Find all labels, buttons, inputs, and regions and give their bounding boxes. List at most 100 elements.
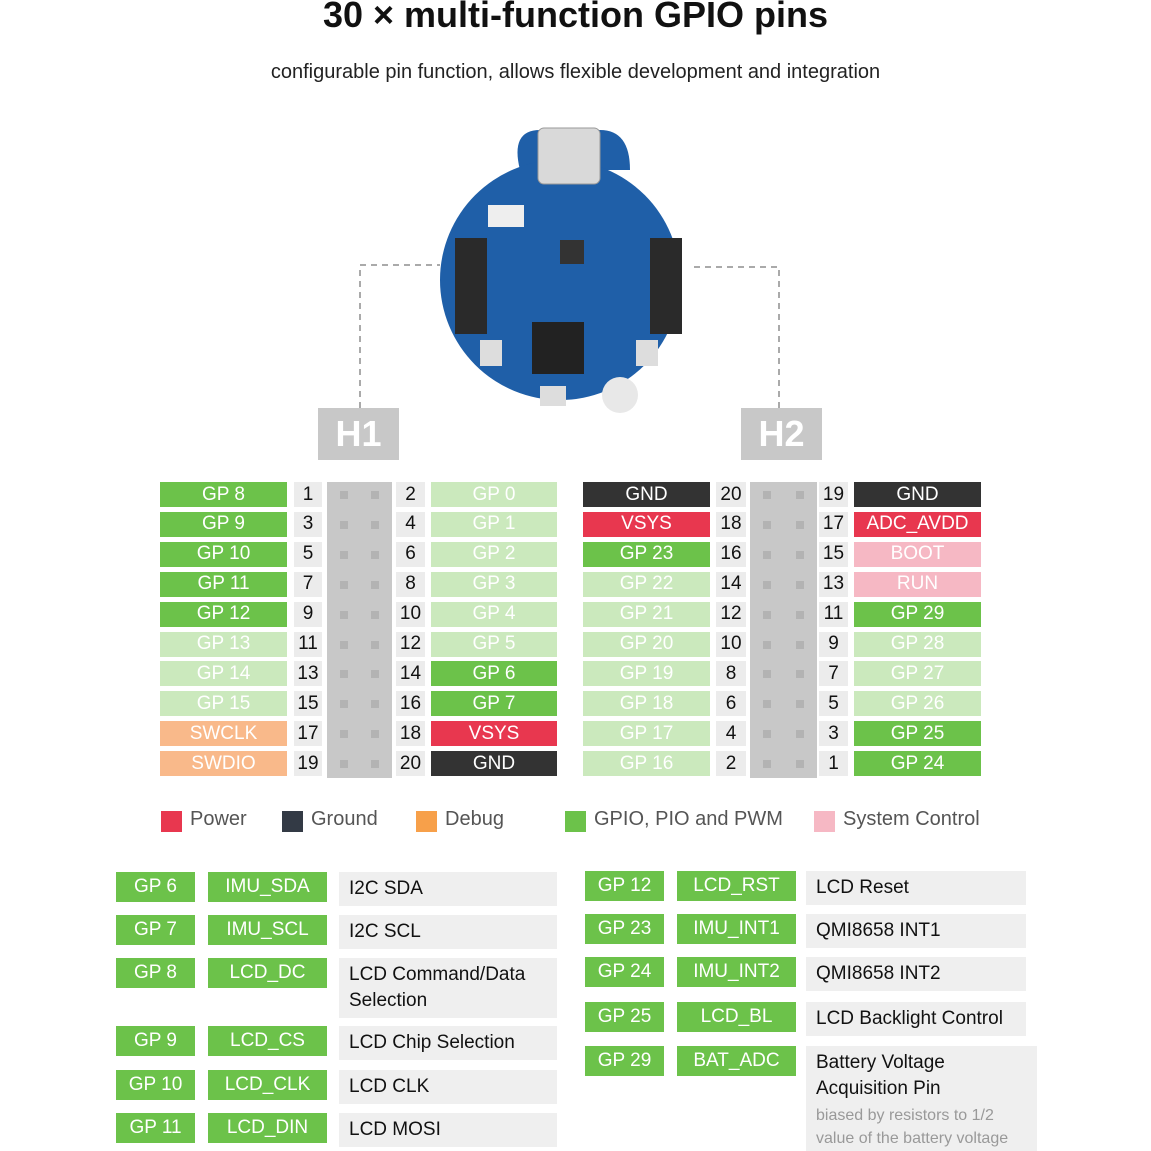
header-label: H1 — [318, 408, 399, 460]
pin-number: 5 — [819, 691, 848, 717]
pin-label: VSYS — [583, 511, 710, 537]
description: LCD Backlight Control — [806, 1002, 1026, 1036]
description: LCD Reset — [806, 871, 1026, 905]
pin-pad — [763, 700, 771, 709]
pin-pad — [371, 610, 379, 619]
pin-number: 4 — [716, 721, 746, 747]
pin-number: 8 — [396, 571, 425, 597]
gpio-tag: GP 12 — [585, 871, 664, 901]
pin-number: 20 — [396, 751, 425, 777]
gpio-tag: GP 11 — [116, 1113, 195, 1143]
pin-label: GP 18 — [583, 691, 710, 717]
pin-pad — [371, 670, 379, 679]
pin-number: 6 — [396, 541, 425, 567]
pin-pad — [796, 760, 804, 769]
pin-pad — [763, 550, 771, 559]
header-strip — [327, 482, 392, 778]
pin-pad — [796, 730, 804, 739]
pin-number: 10 — [396, 601, 425, 627]
description-text: I2C SCL — [349, 921, 421, 942]
pin-label: GP 2 — [431, 541, 557, 567]
pin-pad — [763, 491, 771, 499]
signal-tag: LCD_BL — [677, 1002, 796, 1032]
pin-pad — [340, 760, 348, 769]
pin-label: GP 17 — [583, 721, 710, 747]
pin-number: 7 — [819, 661, 848, 687]
pin-pad — [340, 550, 348, 559]
pin-number: 6 — [716, 691, 746, 717]
imu — [560, 240, 584, 264]
legend-label: System Control — [843, 808, 980, 830]
pin-label: GP 24 — [854, 751, 981, 777]
pin-label: GP 6 — [431, 661, 557, 687]
pin-pad — [371, 550, 379, 559]
signal-tag: LCD_DC — [208, 958, 327, 988]
legend-swatch — [565, 811, 586, 832]
pin-label: GP 10 — [160, 541, 287, 567]
pad — [602, 377, 638, 413]
pin-label: GP 3 — [431, 571, 557, 597]
gpio-tag: GP 7 — [116, 915, 195, 945]
pin-number: 4 — [396, 511, 425, 537]
legend-swatch — [416, 811, 437, 832]
pin-number: 13 — [294, 661, 322, 687]
pin-label: VSYS — [431, 721, 557, 747]
description-text: LCD Backlight Control — [816, 1008, 1003, 1029]
pin-label: GP 12 — [160, 601, 287, 627]
description-text: LCD Reset — [816, 877, 909, 898]
pin-number: 16 — [716, 541, 746, 567]
pin-number: 20 — [716, 482, 746, 507]
pin-label: GP 15 — [160, 691, 287, 717]
pin-label: GP 1 — [431, 511, 557, 537]
gpio-tag: GP 8 — [116, 958, 195, 988]
description-text: LCD MOSI — [349, 1119, 441, 1140]
pin-pad — [371, 520, 379, 529]
gpio-tag: GP 24 — [585, 957, 664, 987]
pin-number: 9 — [294, 601, 322, 627]
pin-label: SWDIO — [160, 751, 287, 777]
description-note: biased by resistors to 1/2 value of the … — [816, 1107, 1009, 1147]
pin-pad — [340, 640, 348, 649]
connector-line — [690, 266, 780, 408]
pin-label: GP 27 — [854, 661, 981, 687]
header-h2 — [650, 238, 682, 334]
pin-number: 3 — [819, 721, 848, 747]
pin-number: 11 — [819, 601, 848, 627]
signal-tag: LCD_CLK — [208, 1070, 327, 1100]
pin-pad — [371, 730, 379, 739]
pin-number: 17 — [294, 721, 322, 747]
pin-number: 5 — [294, 541, 322, 567]
gpio-tag: GP 9 — [116, 1026, 195, 1056]
pin-number: 2 — [716, 751, 746, 777]
legend-label: GPIO, PIO and PWM — [594, 808, 783, 830]
pin-label: GND — [854, 482, 981, 507]
pin-number: 12 — [716, 601, 746, 627]
pin-pad — [763, 610, 771, 619]
signal-tag: IMU_INT2 — [677, 957, 796, 987]
description: LCD Chip Selection — [339, 1026, 557, 1060]
description-text: I2C SDA — [349, 878, 423, 899]
pin-pad — [340, 491, 348, 499]
pin-pad — [763, 760, 771, 769]
pin-label: GP 5 — [431, 631, 557, 657]
pin-pad — [796, 640, 804, 649]
pin-label: GND — [583, 482, 710, 507]
pin-label: GP 0 — [431, 482, 557, 507]
pin-label: GP 13 — [160, 631, 287, 657]
pin-pad — [340, 700, 348, 709]
description: LCD MOSI — [339, 1113, 557, 1147]
description: LCD CLK — [339, 1070, 557, 1104]
signal-tag: IMU_SCL — [208, 915, 327, 945]
pin-pad — [371, 580, 379, 589]
legend-swatch — [161, 811, 182, 832]
description: Battery Voltage Acquisition Pin biased by… — [806, 1046, 1037, 1151]
pin-label: GP 19 — [583, 661, 710, 687]
pin-pad — [796, 550, 804, 559]
pin-label: GP 22 — [583, 571, 710, 597]
header-strip — [750, 482, 817, 778]
pin-number: 14 — [716, 571, 746, 597]
pin-pad — [371, 640, 379, 649]
pin-label: GP 26 — [854, 691, 981, 717]
pin-label: GP 16 — [583, 751, 710, 777]
legend-label: Ground — [311, 808, 378, 830]
